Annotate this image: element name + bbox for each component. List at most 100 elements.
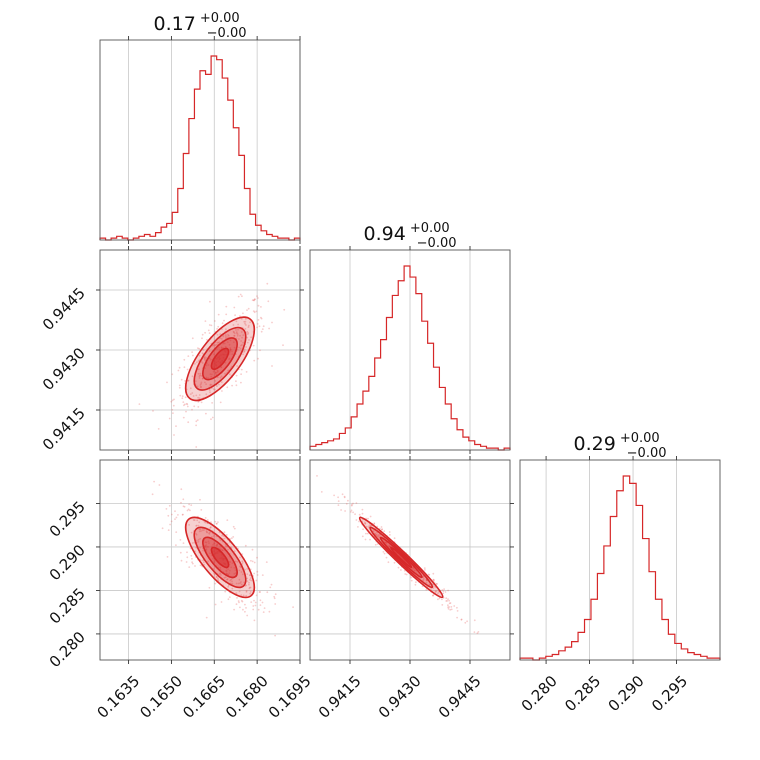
scatter-point xyxy=(443,588,445,590)
scatter-point xyxy=(252,299,255,301)
scatter-point xyxy=(230,566,233,569)
scatter-point xyxy=(243,350,246,353)
scatter-point xyxy=(366,532,369,535)
scatter-point xyxy=(186,403,189,406)
scatter-panel-2-1 xyxy=(306,456,514,664)
scatter-point xyxy=(174,510,176,513)
scatter-point xyxy=(361,512,364,515)
contour-line-2-0-1 xyxy=(193,526,247,589)
scatter-point xyxy=(425,589,428,591)
gridlines-d0 xyxy=(128,40,301,240)
scatter-point xyxy=(205,616,208,619)
scatter-point xyxy=(269,586,272,589)
scatter-point xyxy=(221,534,224,537)
scatter-point xyxy=(245,324,247,326)
scatter-point xyxy=(234,572,237,574)
scatter-point xyxy=(248,586,251,589)
scatter-point xyxy=(256,295,258,297)
scatter-point xyxy=(221,549,224,551)
gridlines-2-1 xyxy=(310,460,510,660)
scatter-point xyxy=(228,569,231,572)
scatter-point xyxy=(183,358,186,361)
scatter-point xyxy=(225,328,227,331)
scatter-point xyxy=(198,397,201,399)
scatter-point xyxy=(446,600,449,602)
scatter-panel-2-0 xyxy=(96,456,304,664)
scatter-point xyxy=(477,631,480,633)
scatter-point xyxy=(365,525,368,528)
scatter-point xyxy=(198,354,201,357)
scatter-point xyxy=(217,376,219,379)
scatter-point xyxy=(260,317,263,320)
scatter-point xyxy=(246,333,249,335)
scatter-point xyxy=(213,320,216,322)
scatter-point xyxy=(218,573,221,575)
scatter-point xyxy=(188,503,191,506)
ytick-label-param-1: 0.9445 xyxy=(39,284,89,334)
scatter-point xyxy=(209,531,211,534)
scatter-point xyxy=(476,632,479,635)
scatter-point xyxy=(235,603,238,606)
scatter-point xyxy=(389,534,391,536)
scatter-point xyxy=(251,299,254,301)
scatter-point xyxy=(233,334,236,337)
scatter-point xyxy=(216,328,219,330)
scatter-point xyxy=(355,519,358,521)
scatter-point xyxy=(208,350,211,353)
scatter-point xyxy=(229,348,232,351)
scatter-point xyxy=(247,324,250,327)
scatter-point xyxy=(219,566,222,569)
scatter-point xyxy=(254,601,257,604)
scatter-point xyxy=(240,599,243,602)
scatter-point xyxy=(252,608,255,611)
scatter-point xyxy=(385,541,388,544)
scatter-point xyxy=(413,569,416,571)
scatter-point xyxy=(373,522,376,525)
scatter-point xyxy=(167,529,170,531)
scatter-point xyxy=(204,359,206,361)
scatter-point xyxy=(377,533,379,536)
scatter-point xyxy=(226,341,229,343)
scatter-point xyxy=(246,580,249,583)
scatter-point xyxy=(235,592,238,595)
scatter-point xyxy=(198,377,201,379)
scatter-point xyxy=(227,568,230,570)
scatter-point xyxy=(235,380,237,383)
scatter-point xyxy=(177,369,180,372)
scatter-point xyxy=(382,551,385,553)
scatter-point xyxy=(201,333,204,336)
scatter-point xyxy=(241,561,244,564)
scatter-point xyxy=(350,509,353,512)
scatter-point xyxy=(248,587,251,590)
scatter-point xyxy=(226,519,229,521)
scatter-point xyxy=(239,315,241,318)
scatter-point xyxy=(202,349,205,351)
scatter-point xyxy=(190,531,193,534)
scatter-point xyxy=(240,340,243,342)
scatter-point xyxy=(250,559,252,562)
scatter-point xyxy=(464,621,467,624)
hist-panel-0 xyxy=(99,36,301,244)
scatter-point xyxy=(233,567,236,569)
scatter-point xyxy=(217,578,220,581)
scatter-point xyxy=(449,602,452,604)
scatter-point xyxy=(251,560,254,563)
scatter-point xyxy=(187,355,190,357)
contour-fill-2-0-3 xyxy=(211,547,229,568)
ytick-label-param-2: 0.280 xyxy=(46,628,89,671)
scatter-point xyxy=(240,594,243,596)
scatter-point xyxy=(450,608,453,611)
scatter-point xyxy=(385,556,388,559)
scatter-point xyxy=(415,581,417,584)
scatter-point xyxy=(376,525,379,528)
scatter-point xyxy=(196,419,199,421)
contour-line-2-1-1 xyxy=(369,526,434,589)
scatter-point xyxy=(207,560,210,563)
scatter-point xyxy=(257,304,260,307)
scatter-point xyxy=(235,384,238,387)
scatter-point xyxy=(229,350,232,352)
scatter-point xyxy=(273,597,276,600)
scatter-point xyxy=(257,319,260,321)
xtick-label-param-2: 0.280 xyxy=(518,672,561,715)
scatter-point xyxy=(197,524,200,527)
